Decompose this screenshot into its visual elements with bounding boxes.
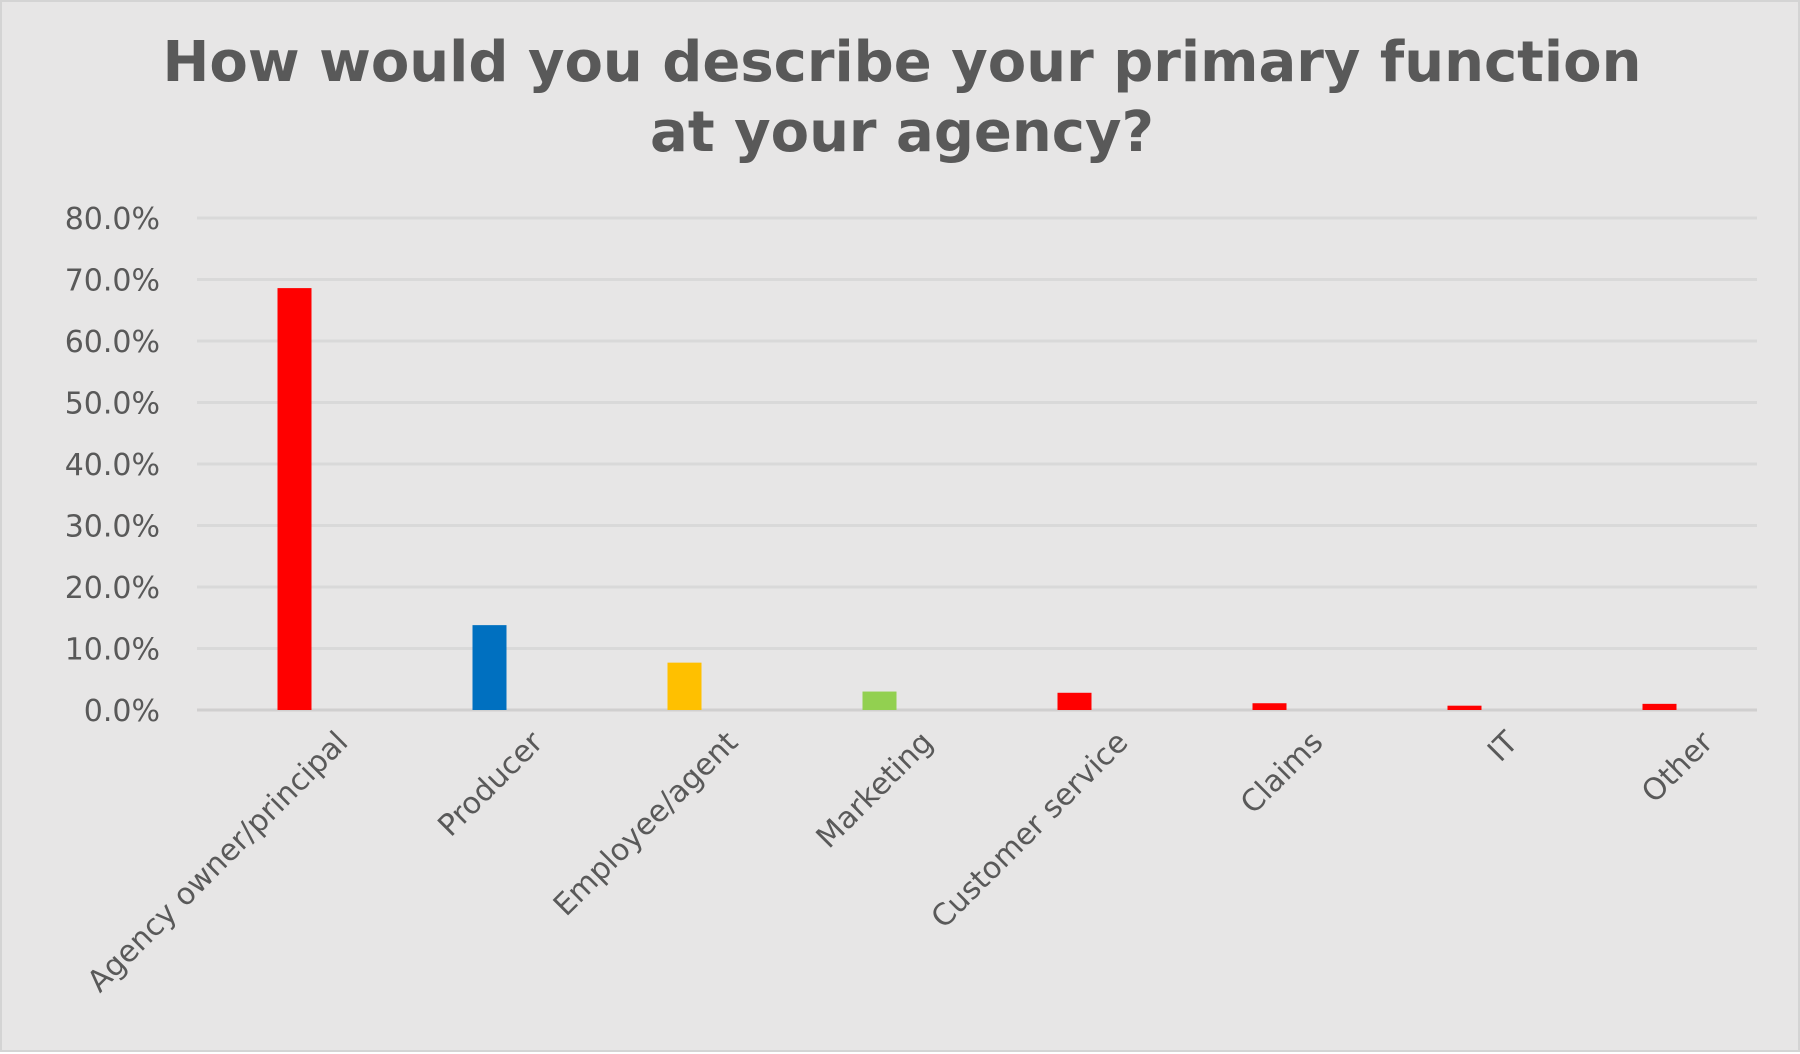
- bar-other: [1642, 703, 1677, 710]
- x-category-label: Other: [1635, 724, 1720, 809]
- y-tick-label: 10.0%: [65, 633, 160, 668]
- x-category-label: Claims: [1234, 725, 1330, 821]
- bar-agency-owner-principal: [277, 288, 312, 710]
- x-category-label: Employee/agent: [547, 725, 745, 923]
- bar-claims: [1252, 703, 1287, 710]
- x-category-label: Agency owner/principal: [81, 725, 355, 999]
- y-tick-label: 0.0%: [84, 694, 160, 729]
- bars: [277, 288, 1677, 710]
- chart-title: How would you describe your primary func…: [162, 30, 1642, 165]
- x-category-label: IT: [1481, 724, 1525, 768]
- bar-marketing: [862, 691, 897, 710]
- y-tick-label: 20.0%: [65, 571, 160, 606]
- x-category-label: Marketing: [810, 725, 940, 855]
- bar-it: [1447, 705, 1482, 710]
- bar-producer: [472, 625, 507, 710]
- x-category-label: Producer: [431, 724, 550, 843]
- y-tick-label: 70.0%: [65, 264, 160, 299]
- y-axis-ticks: 0.0% 10.0% 20.0% 30.0% 40.0% 50.0% 60.0% 70.0% 8…: [65, 202, 160, 729]
- y-tick-label: 60.0%: [65, 325, 160, 360]
- y-tick-label: 80.0%: [65, 202, 160, 237]
- x-category-label: Customer service: [925, 725, 1136, 936]
- bar-customer-service: [1057, 692, 1092, 710]
- gridlines: [197, 216, 1757, 712]
- y-tick-label: 30.0%: [65, 510, 160, 545]
- x-axis-labels: Agency owner/principal ProducerEmployee/a…: [81, 724, 1721, 999]
- y-tick-label: 50.0%: [65, 387, 160, 422]
- bar-employee-agent: [667, 662, 702, 710]
- y-tick-label: 40.0%: [65, 448, 160, 483]
